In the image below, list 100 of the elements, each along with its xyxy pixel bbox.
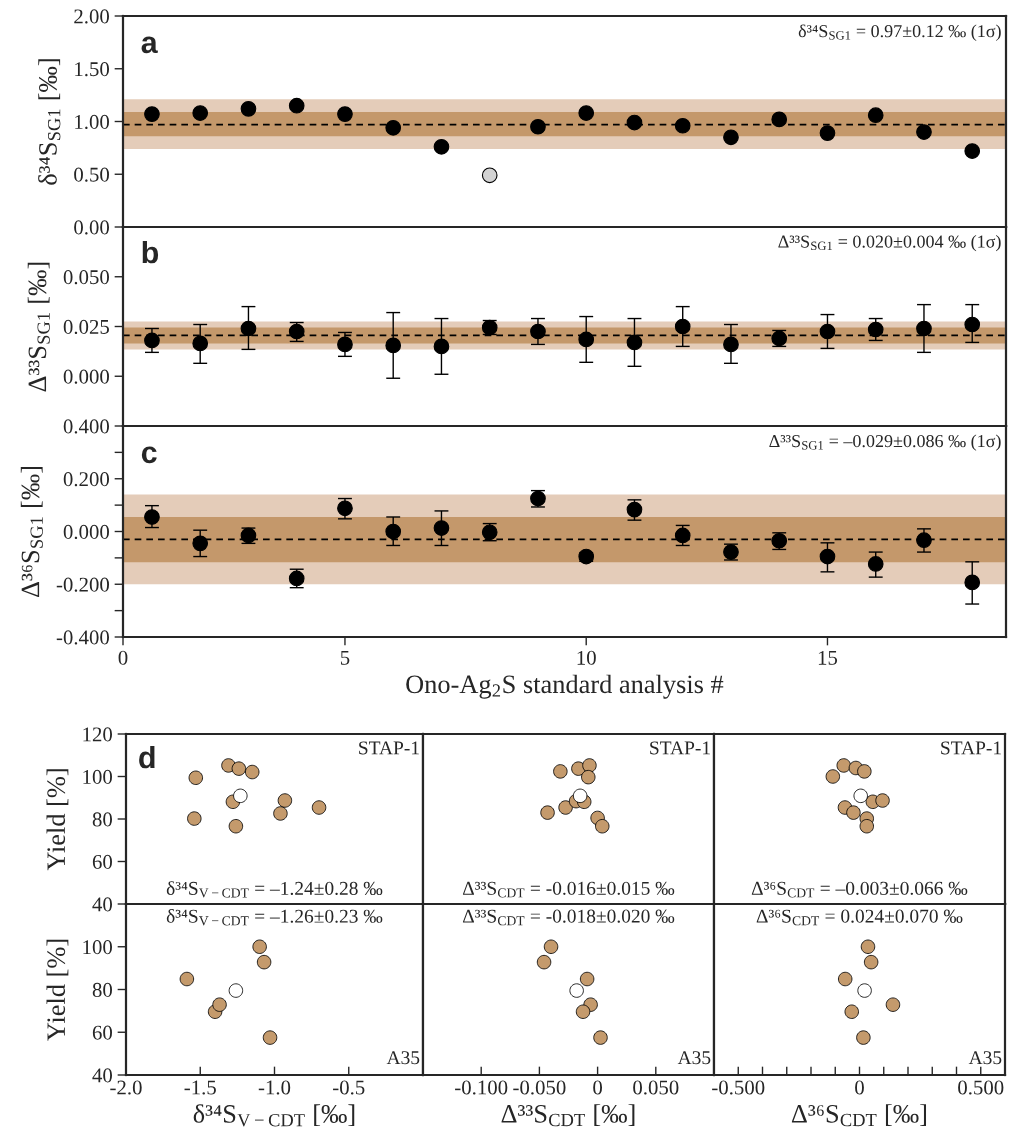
annotation: b — [142, 240, 159, 264]
point — [819, 548, 836, 565]
point — [916, 124, 932, 140]
y-axis-title: δ³⁴S$_{SG1}$ [‰] — [38, 59, 61, 185]
point — [433, 138, 450, 155]
point — [916, 532, 932, 549]
point — [192, 335, 209, 352]
y-tick-label: 80 — [92, 982, 113, 997]
point — [530, 118, 546, 135]
point — [288, 97, 305, 114]
point — [916, 320, 932, 337]
x-axis-title: Δ³⁶S$_{CDT}$ [‰] — [791, 1104, 927, 1127]
y-tick-label: 60 — [92, 1025, 113, 1040]
x-tick-label: -0.050 — [513, 1080, 566, 1095]
annotation: Δ³⁶S$_{CDT}$ = 0.024±0.070 ‰ — [756, 909, 963, 926]
point — [771, 111, 788, 128]
point — [819, 125, 836, 141]
point — [578, 331, 595, 348]
x-tick-label: 15 — [818, 650, 838, 665]
y-tick-label: 0.200 — [63, 472, 110, 487]
annotation: δ³⁴S$_{SG1}$ = 0.97±0.12 ‰ (1σ) — [798, 24, 1001, 41]
point — [723, 129, 739, 146]
x-tick-label: 10 — [577, 650, 596, 665]
annotation: STAP-1 — [359, 741, 419, 755]
annotation: δ³⁴S$_{V−CDT}$ = –1.26±0.23 ‰ — [166, 909, 383, 926]
point — [385, 337, 402, 354]
point — [433, 520, 450, 536]
annotation: Δ³³S$_{SG1}$ = 0.020±0.004 ‰ (1σ) — [778, 234, 1001, 252]
point — [240, 320, 257, 337]
point — [385, 523, 402, 540]
y-tick-label: 100 — [83, 769, 113, 784]
x-tick-label: -0.5 — [333, 1080, 365, 1095]
y-tick-label: 0.00 — [74, 220, 110, 235]
y-tick-label: 60 — [92, 854, 113, 869]
y-tick-label: -0.200 — [56, 577, 110, 592]
x-axis-title: Ono-Ag$_{2}$S standard analysis # — [406, 674, 724, 699]
y-axis-title: Yield [%] — [46, 939, 69, 1041]
annotation: A35 — [968, 1051, 1002, 1065]
y-tick-label: 40 — [92, 1068, 113, 1083]
y-tick-label: 0.000 — [63, 369, 110, 384]
y-tick-label: 0.025 — [63, 319, 109, 335]
x-tick-label: -1.0 — [258, 1080, 291, 1095]
point — [819, 323, 836, 340]
y-tick-label: 0.400 — [63, 419, 110, 434]
x-tick-label: -2.0 — [110, 1080, 142, 1095]
annotation: a — [141, 36, 158, 54]
y-tick-label: 40 — [92, 897, 113, 912]
x-tick-label: 0.500 — [958, 1080, 1004, 1095]
point — [867, 321, 884, 338]
point — [385, 119, 402, 136]
point — [337, 336, 353, 353]
y-tick-label: 80 — [92, 812, 113, 827]
annotation: c — [141, 446, 157, 464]
point — [433, 338, 450, 355]
y-tick-label: 0.050 — [63, 270, 110, 285]
y-tick-label: -0.400 — [56, 630, 110, 645]
y-tick-label: 0.000 — [63, 524, 110, 540]
x-tick-label: -1.5 — [184, 1080, 216, 1095]
point — [964, 574, 981, 591]
annotation: A35 — [386, 1051, 420, 1065]
point — [144, 332, 160, 349]
point — [144, 509, 160, 525]
point — [578, 105, 595, 121]
point — [867, 556, 884, 572]
point — [192, 105, 209, 121]
annotation: δ³⁴S$_{V−CDT}$ = –1.24±0.28 ‰ — [166, 881, 383, 898]
point — [674, 117, 691, 134]
point — [964, 316, 981, 333]
y-tick-label: 0.50 — [74, 167, 110, 182]
y-axis-title: Yield [%] — [46, 769, 69, 871]
x-tick-label: -0.100 — [455, 1080, 508, 1095]
point — [964, 143, 981, 159]
annotation: STAP-1 — [941, 741, 1001, 755]
annotation: STAP-1 — [650, 741, 710, 755]
x-tick-label: 5 — [340, 651, 350, 665]
x-axis-title: δ³⁴S$_{V−CDT}$ [‰] — [193, 1104, 355, 1127]
point — [144, 106, 160, 122]
point — [626, 114, 643, 131]
y-axis-title: Δ³⁶S$_{SG1}$ [‰] — [20, 466, 43, 597]
x-tick-label: 0.050 — [633, 1080, 679, 1095]
annotation: Δ³³S$_{SG1}$ = –0.029±0.086 ‰ (1σ) — [769, 434, 1001, 451]
point — [192, 535, 209, 552]
y-tick-label: 100 — [83, 940, 113, 955]
y-tick-label: 120 — [83, 727, 113, 742]
x-axis-title: Δ³³S$_{CDT}$ [‰] — [501, 1104, 635, 1127]
y-axis-title: Δ³³S$_{SG1}$ [‰] — [27, 262, 50, 392]
point — [867, 107, 884, 124]
annotation: Δ³³S$_{CDT}$ = -0.016±0.015 ‰ — [462, 881, 675, 898]
y-tick-label: 1.50 — [75, 62, 110, 77]
y-tick-label: 1.00 — [75, 114, 110, 130]
annotation: A35 — [677, 1051, 711, 1065]
point — [240, 101, 257, 117]
point — [530, 323, 546, 340]
point — [626, 334, 643, 351]
point — [674, 318, 691, 335]
x-tick-label: 0 — [855, 1080, 864, 1095]
y-tick-label: 2.00 — [74, 9, 110, 24]
x-tick-label: -0.500 — [712, 1080, 765, 1095]
x-tick-label: 0 — [118, 650, 128, 665]
point — [481, 167, 498, 184]
